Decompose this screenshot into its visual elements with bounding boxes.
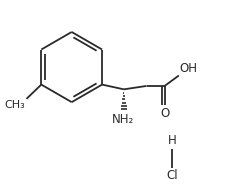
Text: O: O — [160, 107, 169, 120]
Text: NH₂: NH₂ — [112, 113, 134, 126]
Text: H: H — [168, 134, 177, 147]
Text: CH₃: CH₃ — [5, 100, 26, 110]
Text: Cl: Cl — [166, 168, 178, 181]
Text: OH: OH — [180, 62, 197, 75]
